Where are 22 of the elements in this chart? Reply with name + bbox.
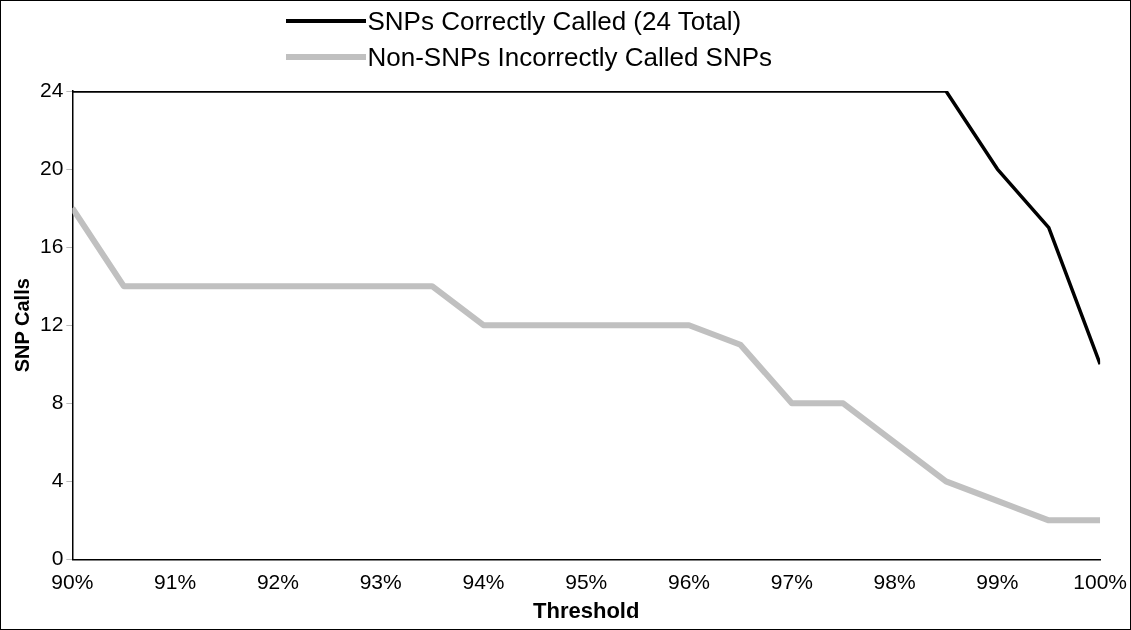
y-tick-label: 20: [40, 155, 64, 179]
y-axis-title: SNP Calls: [10, 278, 33, 373]
x-tick-label: 91%: [154, 569, 197, 593]
x-tick-label: 98%: [873, 569, 916, 593]
x-tick-label: 90%: [51, 569, 94, 593]
y-tick-label: 24: [40, 77, 64, 101]
y-tick-label: 12: [40, 312, 64, 335]
x-tick-label: 94%: [462, 569, 505, 593]
y-tick-label: 16: [40, 233, 64, 257]
legend-label: Non-SNPs Incorrectly Called SNPs: [367, 41, 773, 74]
x-tick-label: 95%: [565, 569, 608, 593]
x-tick-label: 99%: [976, 569, 1019, 593]
y-tick-label: 8: [51, 390, 64, 414]
x-tick-label: 97%: [770, 569, 813, 593]
x-axis-title: Threshold: [533, 597, 640, 623]
x-tick-label: 93%: [359, 569, 402, 593]
legend-label: SNPs Correctly Called (24 Total): [367, 5, 742, 38]
x-tick-label: 100%: [1073, 569, 1127, 593]
x-tick-label: 92%: [256, 569, 299, 593]
x-tick-label: 96%: [668, 569, 711, 593]
y-tick-label: 0: [51, 546, 64, 570]
y-tick-label: 4: [51, 468, 64, 492]
